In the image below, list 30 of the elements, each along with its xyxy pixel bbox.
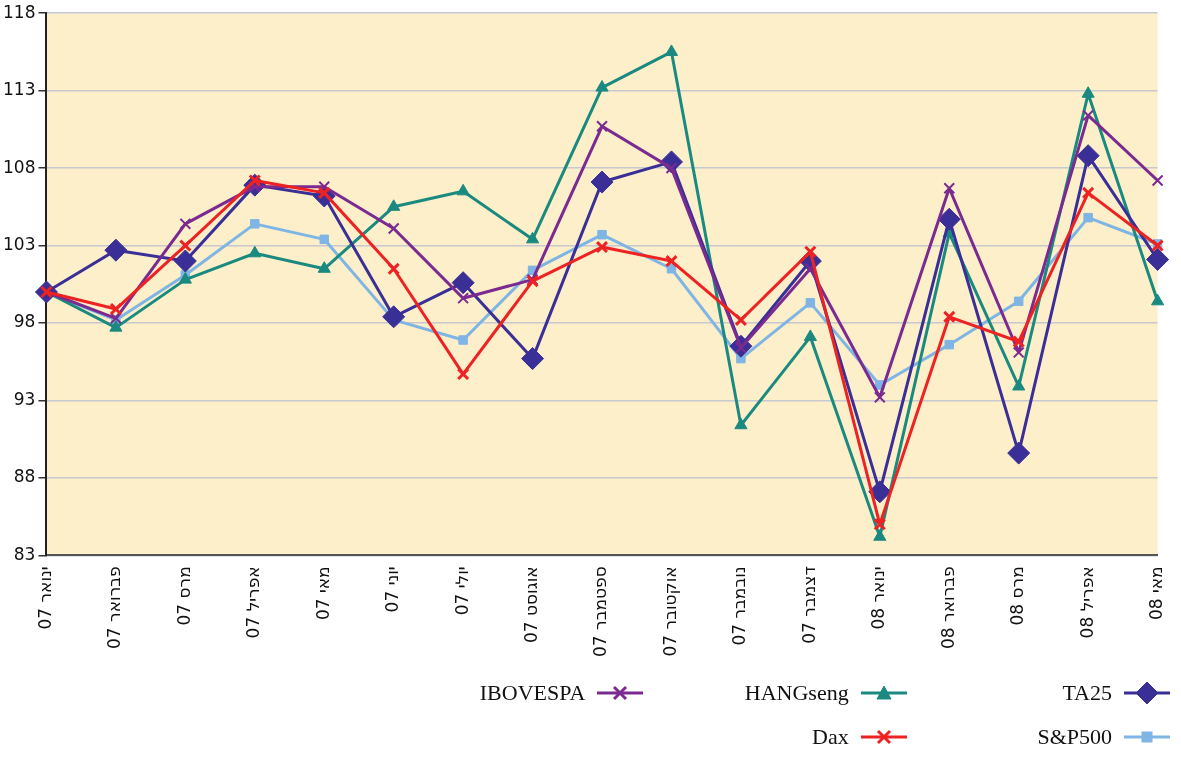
legend-label: Dax <box>812 724 849 750</box>
x-tick-label: אפריל 08 <box>1076 566 1097 639</box>
x-tick-label: יוני 07 <box>382 566 403 613</box>
legend-label: HANGseng <box>744 680 849 706</box>
y-tick-label: 98 <box>13 311 36 332</box>
x-tick-label: ינואר 08 <box>868 566 889 630</box>
x-tick-label: מאי 07 <box>312 566 333 621</box>
x-tick-label: מרס 07 <box>173 566 194 626</box>
y-tick-label: 113 <box>2 79 36 100</box>
x-tick-label: פברואר 07 <box>104 566 125 650</box>
x-tick-label: פברואר 08 <box>937 566 958 650</box>
x-tick-label: ספטמבר 07 <box>590 566 611 658</box>
y-tick-label: 118 <box>2 1 36 22</box>
legend-label: S&P500 <box>1037 724 1112 750</box>
y-tick-label: 93 <box>13 388 36 409</box>
x-tick-label: נובמבר 07 <box>729 566 750 646</box>
y-tick-label: 83 <box>13 543 36 564</box>
x-tick-label: אפריל 07 <box>243 566 264 639</box>
x-tick-label: ינואר 07 <box>34 566 55 630</box>
legend-label: TA25 <box>1062 680 1112 706</box>
x-tick-label: אוקטובר 07 <box>659 566 680 657</box>
x-tick-label: דצמבר 07 <box>798 566 819 644</box>
x-tick-label: מאי 08 <box>1146 566 1167 621</box>
y-tick-label: 88 <box>13 466 36 487</box>
legend-label: IBOVESPA <box>479 680 586 706</box>
y-tick-label: 108 <box>2 156 36 177</box>
x-tick-label: יולי 07 <box>451 566 472 616</box>
x-tick-label: אוגוסט 07 <box>521 566 541 644</box>
y-tick-label: 103 <box>2 233 36 254</box>
x-tick-label: מרס 08 <box>1007 566 1028 626</box>
